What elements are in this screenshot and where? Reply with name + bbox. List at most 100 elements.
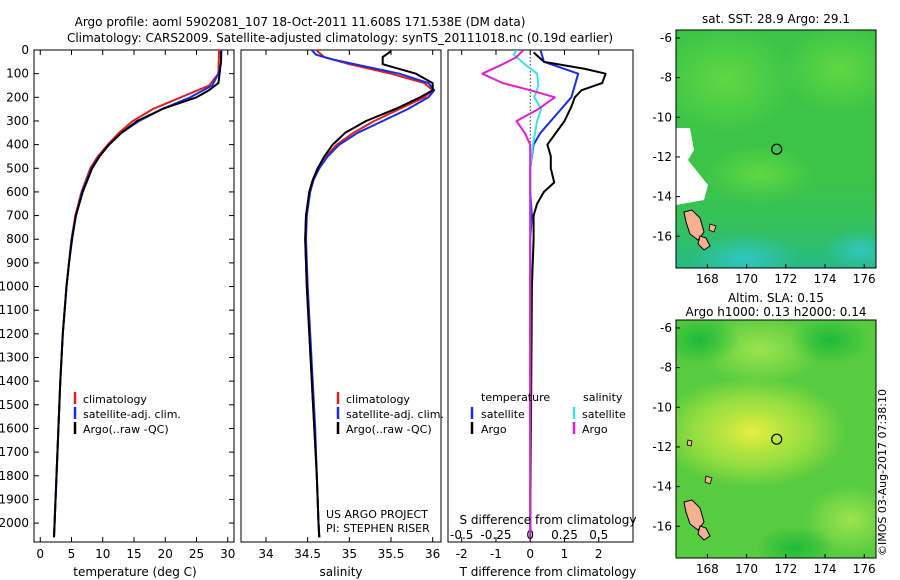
x-tick-label: 35 [342, 547, 357, 561]
map-x-tick-label: 176 [853, 562, 876, 576]
depth-tick-label: 1500 [0, 398, 29, 412]
map-y-tick-label: -6 [660, 321, 672, 335]
depth-tick-label: 800 [6, 232, 29, 246]
temperature-axis-ticks: 0 5 10 15 20 25 30 [36, 50, 235, 561]
s-tick-label: -0.5 [450, 528, 473, 542]
depth-tick-label: 1800 [0, 469, 29, 483]
map-y-tick-label: -12 [652, 440, 672, 454]
depth-tick-label: 1000 [0, 280, 29, 294]
sst-map-ticks: 168 170 172 174 176 -6 -8 -10 -12 -14 -16 [652, 31, 875, 286]
legend-label-s-satellite: satellite [582, 408, 626, 421]
depth-tick-label: 0 [21, 43, 29, 57]
salinity-lines [304, 50, 436, 538]
legend-label-climatology: climatology [83, 393, 147, 406]
depth-tick-label: 1900 [0, 492, 29, 506]
series-line-argo-raw-qc [304, 50, 434, 538]
map-y-tick-label: -14 [652, 480, 672, 494]
sla-map-ticks: 168 170 172 174 176 -6 -8 -10 -12 -14 -16 [652, 321, 875, 576]
s-difference-axis-ticks: -0.5 -0.25 0 0.25 0.5 [450, 528, 608, 542]
difference-panel: -2 -1 0 1 2 -0.5 -0.25 0 0.25 0.5 S difference f… [447, 49, 637, 579]
depth-tick-label: 1100 [0, 303, 29, 317]
depth-tick-label: 1600 [0, 421, 29, 435]
sla-map-title: Altim. SLA: 0.15 [728, 291, 824, 305]
sla-high-patch [676, 377, 847, 487]
x-tick-label: 34.5 [294, 547, 321, 561]
depth-tick-label: 900 [6, 256, 29, 270]
sla-map-frame [675, 319, 877, 559]
depth-tick-label: 200 [6, 90, 29, 104]
island-coastline [708, 223, 717, 233]
sst-map-panel: sat. SST: 28.9 Argo: 29.1 168 170 172 174 17… [652, 12, 877, 286]
depth-tick-label: 1700 [0, 445, 29, 459]
figure-title-line2: Climatology: CARS2009. Satellite-adjuste… [67, 31, 613, 45]
temperature-lines [53, 50, 223, 538]
legend-title-temperature: temperature [481, 391, 550, 404]
difference-plot-frame [447, 49, 634, 543]
sla-low-patch [755, 526, 835, 558]
legend-label-argo: Argo(..raw -QC) [346, 423, 432, 436]
difference-lines [481, 50, 607, 538]
depth-tick-label: 1200 [0, 327, 29, 341]
temperature-panel: 0100200300400500600700800900100011001200… [0, 43, 633, 579]
pi-annotation: PI: STEPHEN RISER [326, 522, 430, 535]
legend-label-s-argo: Argo [582, 423, 608, 436]
depth-tick-label: 1300 [0, 351, 29, 365]
island-coastline [686, 439, 693, 447]
sst-warm-patch [676, 30, 796, 135]
legend-label-t-argo: Argo [481, 423, 507, 436]
temperature-axis-label: temperature (deg C) [73, 565, 196, 579]
map-y-tick-label: -8 [660, 361, 672, 375]
island-coastline [704, 475, 713, 485]
sst-cyan-patch [690, 233, 800, 268]
salinity-axis-ticks: 34 34.5 35 35.5 36 [258, 50, 440, 561]
salinity-axis-label: salinity [319, 565, 362, 579]
map-y-tick-label: -14 [652, 190, 672, 204]
depth-tick-label: 500 [6, 161, 29, 175]
map-x-tick-label: 168 [696, 562, 719, 576]
t-difference-axis-label: T difference from climatology [459, 565, 637, 579]
depth-tick-label: 600 [6, 185, 29, 199]
legend-label-argo: Argo(..raw -QC) [83, 423, 169, 436]
sla-low-patch [790, 320, 870, 365]
sla-map-panel: Altim. SLA: 0.15 Argo h1000: 0.13 h2000:… [652, 291, 877, 576]
salinity-plot-frame [240, 49, 442, 543]
depth-tick-label: 300 [6, 114, 29, 128]
x-tick-label: 35.5 [378, 547, 405, 561]
x-tick-label: 2 [595, 547, 603, 561]
map-x-tick-label: 170 [735, 272, 758, 286]
depth-tick-label: 400 [6, 138, 29, 152]
x-tick-label: 36 [425, 547, 440, 561]
x-tick-label: 10 [95, 547, 110, 561]
map-y-tick-label: -16 [652, 519, 672, 533]
argo-position-marker [771, 433, 783, 445]
series-line-argo-raw-qc [53, 51, 222, 538]
legend-label-t-satellite: satellite [481, 408, 525, 421]
sst-map-title: sat. SST: 28.9 Argo: 29.1 [702, 12, 850, 26]
sst-missing-data [676, 128, 708, 205]
map-y-tick-label: -6 [660, 31, 672, 45]
s-difference-axis-label: S difference from climatology [460, 513, 637, 527]
x-tick-label: 20 [158, 547, 173, 561]
x-tick-label: 25 [189, 547, 204, 561]
argo-position-marker [771, 143, 783, 155]
x-tick-label: -2 [456, 547, 468, 561]
x-tick-label: 1 [561, 547, 569, 561]
series-line-t-argo [529, 51, 607, 538]
s-tick-label: 0.5 [589, 528, 608, 542]
x-tick-label: 0 [36, 547, 44, 561]
map-x-tick-label: 170 [735, 562, 758, 576]
map-y-tick-label: -12 [652, 150, 672, 164]
s-tick-label: 0.25 [551, 528, 578, 542]
x-tick-label: 34 [258, 547, 273, 561]
map-x-tick-label: 174 [814, 272, 837, 286]
x-tick-label: 0 [526, 547, 534, 561]
temperature-plot-frame [33, 49, 235, 543]
map-x-tick-label: 172 [774, 562, 797, 576]
salinity-panel: 34 34.5 35 35.5 36 salinity climatology sate… [240, 49, 444, 579]
x-tick-label: -1 [490, 547, 502, 561]
figure-title-line1: Argo profile: aoml 5902081_107 18-Oct-20… [75, 15, 526, 29]
map-x-tick-label: 174 [814, 562, 837, 576]
sst-field [676, 30, 876, 268]
map-x-tick-label: 172 [774, 272, 797, 286]
